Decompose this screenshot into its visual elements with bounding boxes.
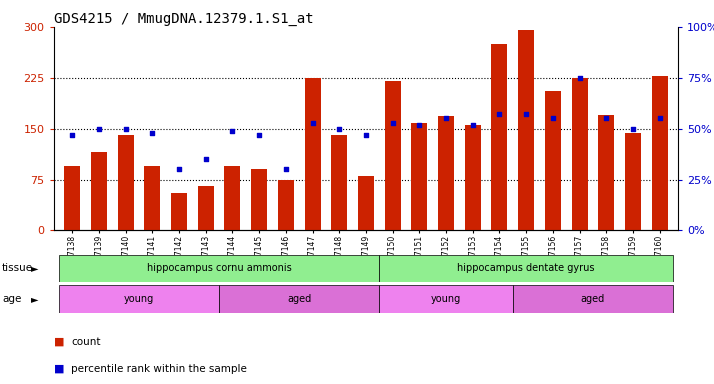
Point bbox=[627, 126, 638, 132]
Point bbox=[146, 130, 158, 136]
Bar bbox=[331, 136, 347, 230]
Bar bbox=[625, 133, 641, 230]
Point bbox=[333, 126, 345, 132]
Bar bbox=[224, 166, 241, 230]
Text: ►: ► bbox=[31, 294, 38, 304]
Bar bbox=[219, 285, 379, 313]
Text: hippocampus dentate gyrus: hippocampus dentate gyrus bbox=[458, 263, 595, 273]
Point bbox=[66, 132, 78, 138]
Point bbox=[441, 115, 452, 121]
Bar bbox=[379, 255, 673, 282]
Point bbox=[654, 115, 665, 121]
Bar bbox=[491, 44, 508, 230]
Point bbox=[253, 132, 265, 138]
Point bbox=[174, 166, 185, 172]
Bar bbox=[379, 285, 513, 313]
Text: tissue: tissue bbox=[2, 263, 34, 273]
Text: ►: ► bbox=[31, 263, 38, 273]
Bar bbox=[518, 30, 534, 230]
Point bbox=[280, 166, 291, 172]
Text: young: young bbox=[431, 294, 461, 304]
Text: ■: ■ bbox=[54, 364, 64, 374]
Bar bbox=[144, 166, 161, 230]
Bar bbox=[304, 78, 321, 230]
Point bbox=[574, 74, 585, 81]
Bar bbox=[91, 152, 107, 230]
Text: hippocampus cornu ammonis: hippocampus cornu ammonis bbox=[146, 263, 291, 273]
Text: count: count bbox=[71, 337, 101, 347]
Bar bbox=[251, 169, 267, 230]
Bar bbox=[64, 166, 80, 230]
Bar bbox=[198, 186, 213, 230]
Bar bbox=[545, 91, 560, 230]
Bar bbox=[652, 76, 668, 230]
Point bbox=[467, 121, 478, 127]
Bar bbox=[465, 125, 481, 230]
Text: aged: aged bbox=[287, 294, 311, 304]
Bar bbox=[438, 116, 454, 230]
Text: aged: aged bbox=[580, 294, 605, 304]
Point bbox=[227, 127, 238, 134]
Point bbox=[387, 119, 398, 126]
Bar bbox=[59, 255, 379, 282]
Text: GDS4215 / MmugDNA.12379.1.S1_at: GDS4215 / MmugDNA.12379.1.S1_at bbox=[54, 12, 313, 25]
Text: age: age bbox=[2, 294, 21, 304]
Text: young: young bbox=[124, 294, 154, 304]
Bar bbox=[598, 115, 614, 230]
Text: percentile rank within the sample: percentile rank within the sample bbox=[71, 364, 247, 374]
Point bbox=[94, 126, 105, 132]
Text: ■: ■ bbox=[54, 337, 64, 347]
Bar bbox=[411, 123, 428, 230]
Point bbox=[307, 119, 318, 126]
Point bbox=[600, 115, 612, 121]
Bar bbox=[385, 81, 401, 230]
Bar bbox=[171, 193, 187, 230]
Point bbox=[120, 126, 131, 132]
Point bbox=[493, 111, 505, 118]
Bar bbox=[278, 180, 294, 230]
Bar bbox=[59, 285, 219, 313]
Bar bbox=[358, 176, 374, 230]
Bar bbox=[118, 136, 134, 230]
Bar bbox=[513, 285, 673, 313]
Point bbox=[547, 115, 558, 121]
Point bbox=[413, 121, 425, 127]
Point bbox=[521, 111, 532, 118]
Bar bbox=[571, 78, 588, 230]
Point bbox=[200, 156, 211, 162]
Point bbox=[361, 132, 372, 138]
